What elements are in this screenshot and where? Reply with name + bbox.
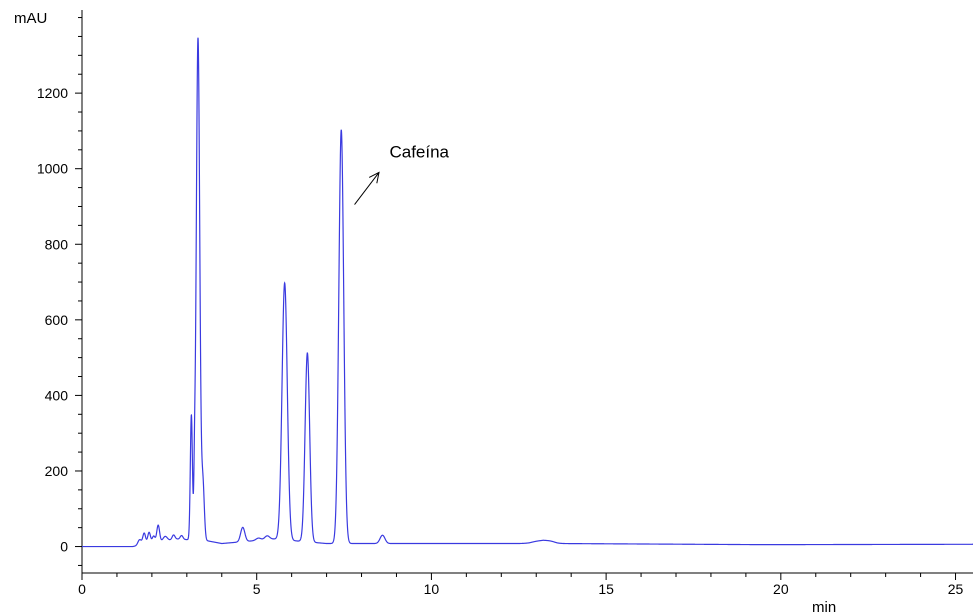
annotation-arrow-head (368, 171, 380, 184)
annotations: Cafeína (354, 142, 450, 205)
chromatogram-trace-line (82, 37, 973, 548)
y-tick-label: 400 (45, 387, 69, 403)
y-tick-label: 1200 (37, 85, 68, 101)
x-axis-title: min (812, 599, 836, 616)
y-axis: 0 200 400 600 800 1000 1200 (37, 10, 83, 573)
x-tick-label: 20 (773, 581, 789, 597)
y-tick-label: 1000 (37, 161, 68, 177)
y-tick-label: 600 (45, 312, 69, 328)
annotation-label-cafeina: Cafeína (389, 142, 449, 161)
x-tick-label: 15 (598, 581, 614, 597)
x-tick-label: 0 (78, 581, 86, 597)
x-axis: 0 5 10 15 20 25 (78, 572, 973, 597)
x-tick-label: 10 (424, 581, 440, 597)
y-axis-title: mAU (14, 10, 47, 27)
x-tick-label: 25 (948, 581, 964, 597)
y-tick-label: 0 (60, 539, 68, 555)
annotation-arrow-line (354, 172, 380, 205)
y-tick-label: 200 (45, 463, 69, 479)
x-tick-label: 5 (253, 581, 261, 597)
y-tick-label: 800 (45, 236, 69, 252)
